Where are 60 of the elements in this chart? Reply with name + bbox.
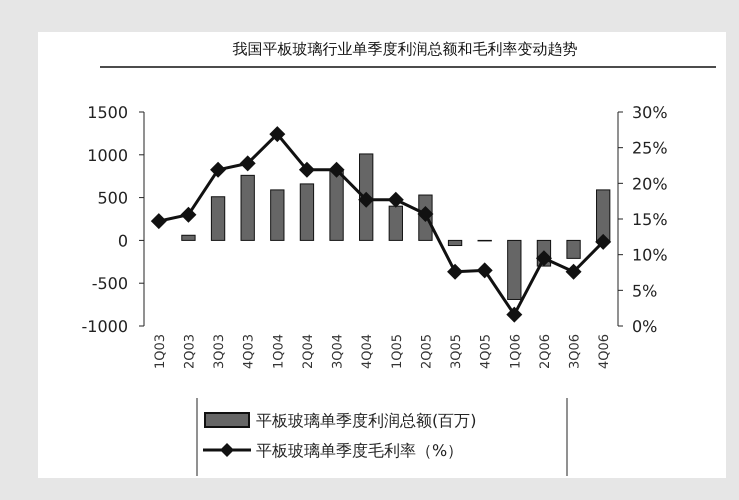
y2-tick-label: 20%: [632, 174, 668, 194]
bar: [270, 189, 284, 241]
bar: [596, 189, 610, 241]
bar: [181, 234, 196, 241]
x-tick-label: 1Q05: [390, 334, 405, 370]
y2-tick-label: 5%: [632, 281, 658, 300]
legend-label: 平板玻璃单季度毛利率（%）: [256, 441, 464, 460]
point: [298, 162, 315, 178]
x-tick-label: 2Q03: [182, 334, 198, 370]
point: [388, 192, 404, 208]
x-tick-label: 1Q04: [271, 334, 286, 370]
y2-tick-label: 30%: [632, 103, 668, 122]
point: [476, 262, 493, 278]
x-tick-label: 1Q03: [152, 334, 168, 370]
bar: [240, 174, 255, 241]
point: [536, 250, 552, 266]
x-tick-label: 2Q06: [538, 334, 553, 370]
y-tick-label: -500: [92, 274, 128, 294]
x-tick-label: 3Q04: [330, 334, 346, 370]
x-tick-label: 1Q06: [508, 334, 524, 370]
x-tick-label: 2Q04: [300, 334, 316, 370]
point: [210, 162, 226, 178]
point: [240, 155, 256, 172]
bar: [210, 196, 226, 241]
y-tick-label: 1500: [87, 103, 128, 122]
point: [328, 162, 345, 178]
x-tick-label: 4Q06: [597, 334, 612, 370]
plot: -1000 -500 0 500 1000 1500 0% 5% 10% 15% 20% 25% 30% 1Q03 2Q03 3Q03 4Q03 1Q04 2Q04 3Q04 4Q04 1Q05 2Q05 3Q05 4Q05 1Q06 2Q06 3Q06 4Q06: [82, 103, 668, 370]
point: [566, 264, 582, 280]
bar: [448, 240, 462, 246]
y2-tick-label: 25%: [632, 138, 668, 158]
x-tick-label: 2Q05: [419, 334, 434, 370]
legend-label: 平板玻璃单季度利润总额(百万): [256, 411, 476, 430]
x-tick-label: 4Q05: [478, 334, 494, 370]
y2-tick-label: 0%: [632, 317, 658, 336]
point: [417, 206, 434, 222]
title: 我国平板玻璃行业单季度利润总额和毛利率变动趋势: [232, 40, 578, 58]
y-tick-label: 0: [118, 231, 128, 250]
point: [269, 126, 286, 142]
x-tick-label: 3Q06: [568, 334, 583, 370]
x-tick-label: 4Q04: [360, 334, 376, 370]
point: [180, 206, 196, 223]
y-tick-label: 1000: [87, 146, 128, 165]
bar: [300, 183, 314, 241]
point: [506, 306, 522, 323]
x-tick-label: 3Q05: [449, 334, 464, 370]
bar: [566, 240, 581, 259]
bar: [388, 206, 403, 241]
point: [358, 192, 374, 208]
x-tick-label: 4Q03: [242, 334, 257, 370]
point: [447, 264, 464, 280]
y2-tick-label: 15%: [632, 210, 668, 229]
bar: [507, 240, 522, 300]
point: [595, 234, 612, 250]
x-tick-label: 3Q03: [212, 334, 228, 370]
point: [150, 213, 167, 230]
y2-tick-label: 10%: [632, 246, 668, 265]
y-tick-label: -1000: [82, 317, 128, 336]
y-tick-label: 500: [97, 188, 128, 208]
bar: [329, 170, 344, 241]
